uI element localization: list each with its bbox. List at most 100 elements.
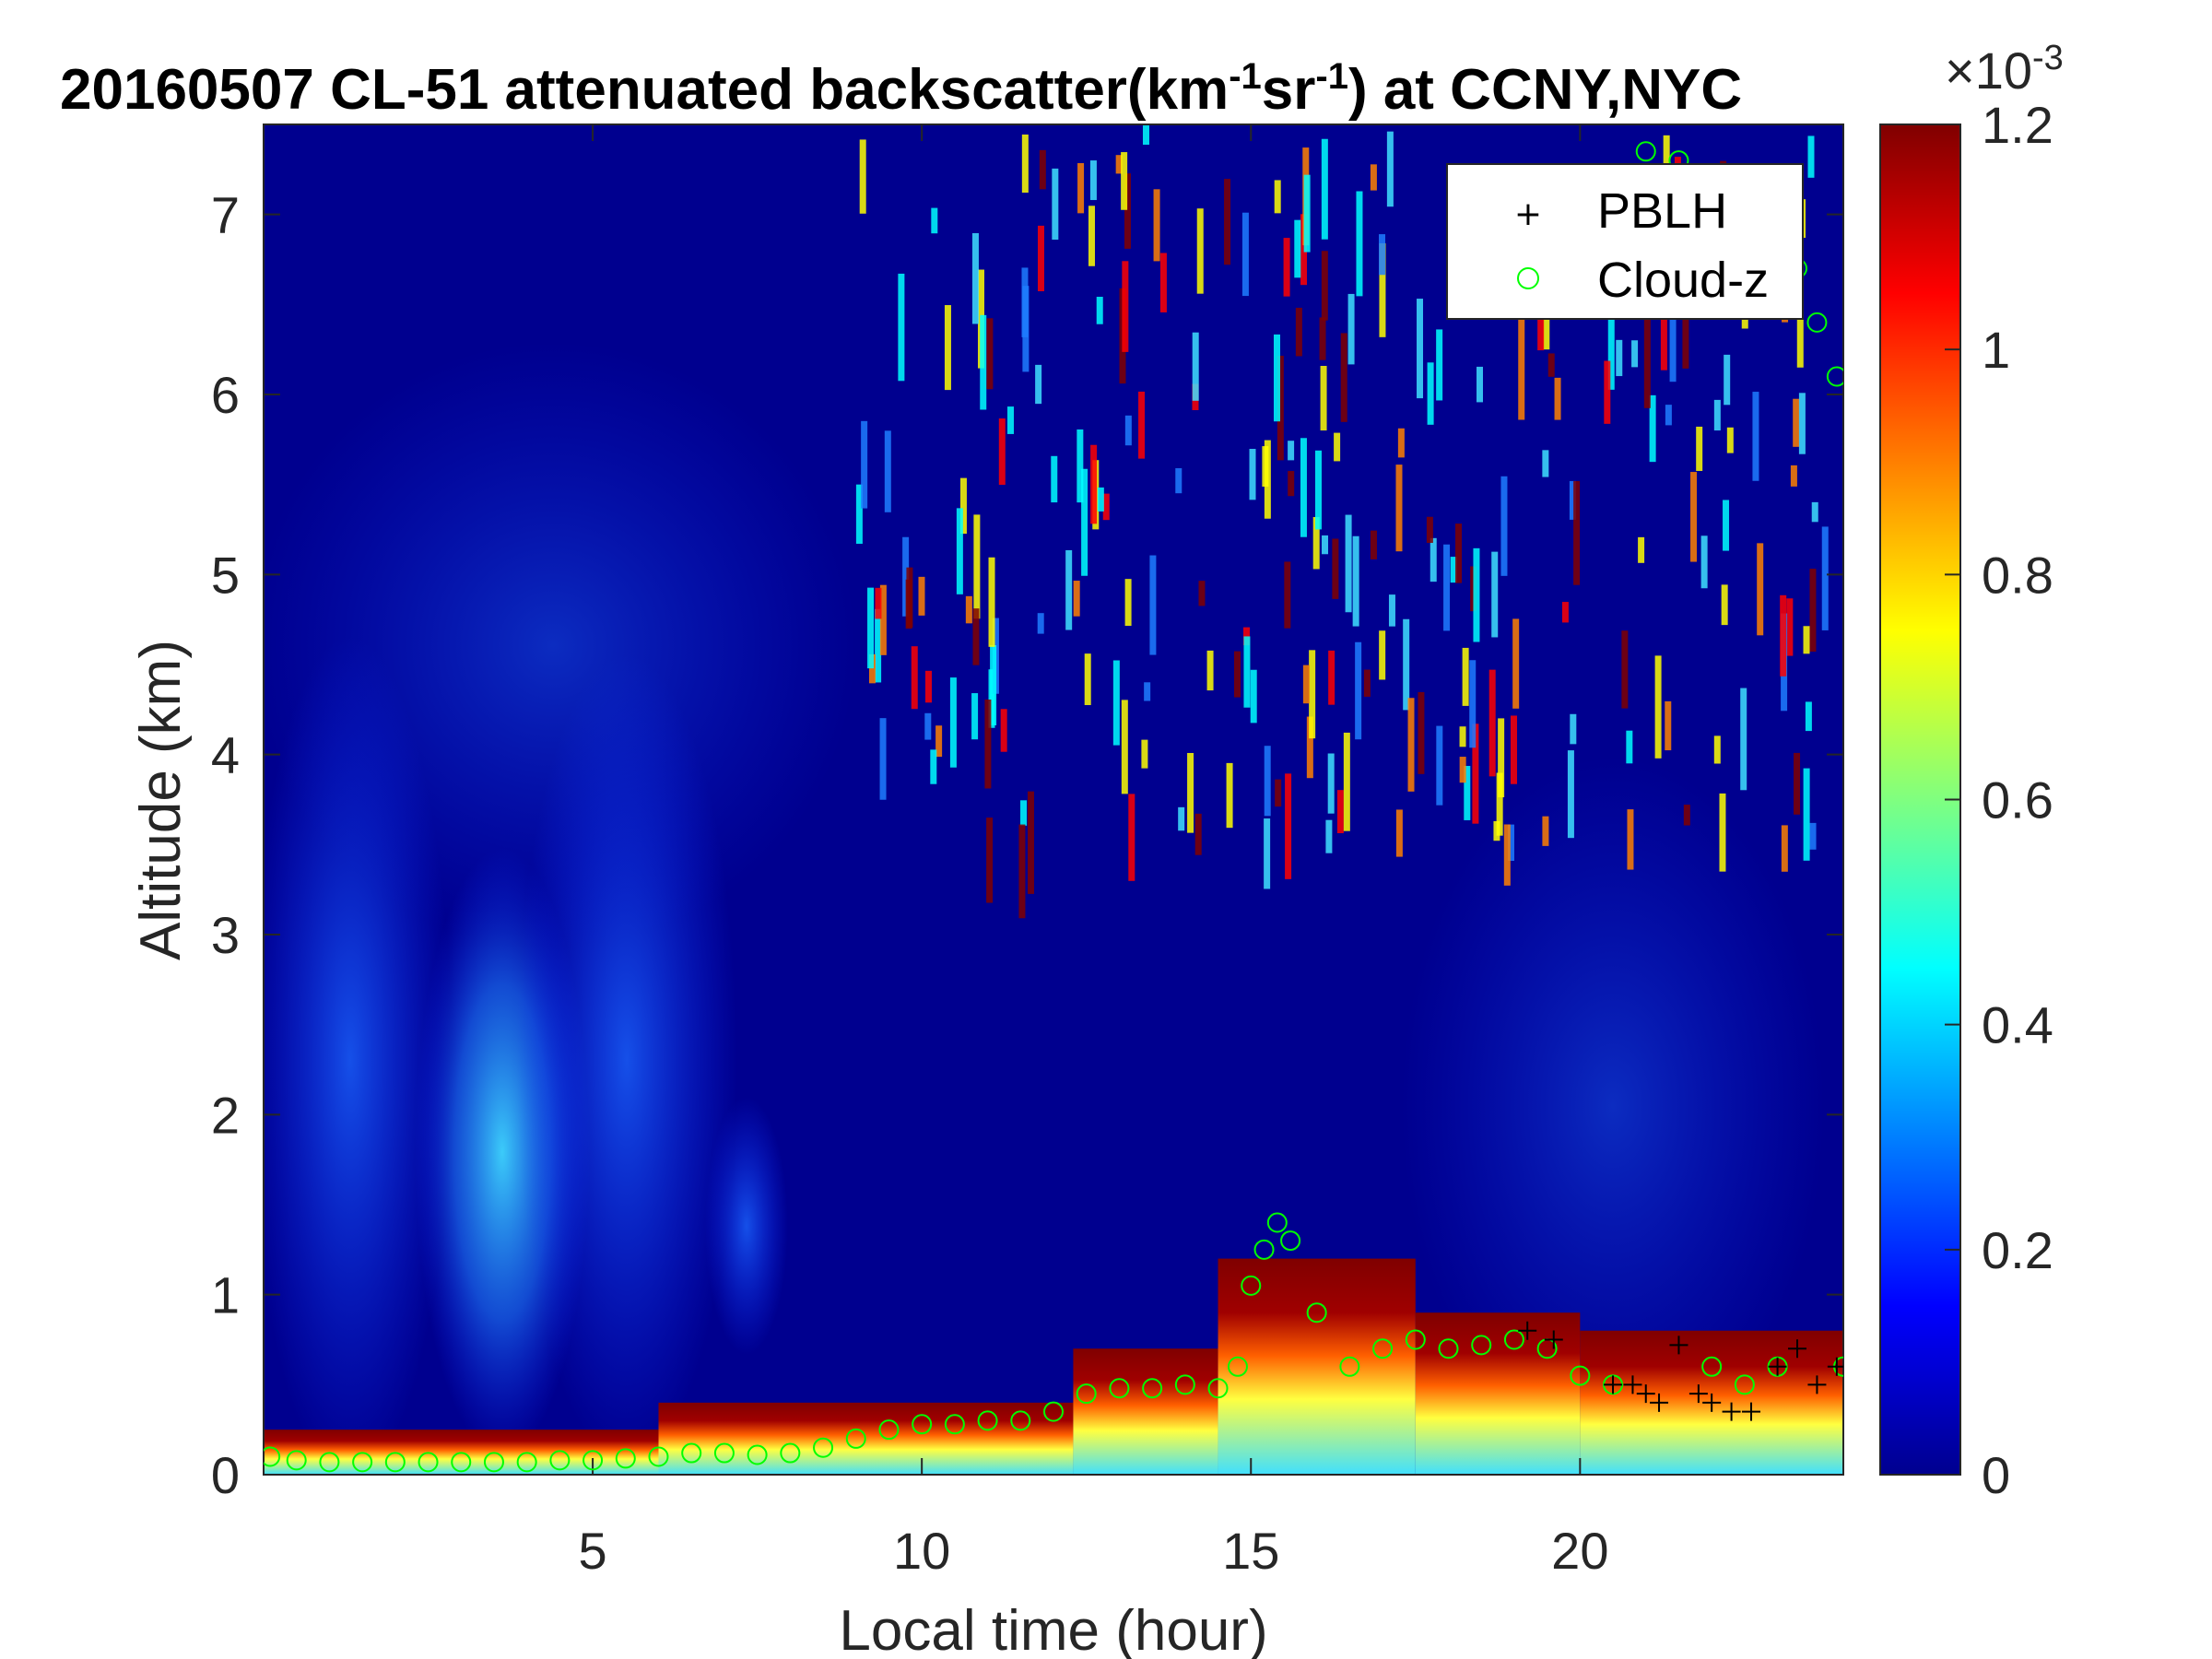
cloud-streak bbox=[1542, 450, 1549, 477]
x-tick-label: 15 bbox=[1222, 1522, 1279, 1580]
pblh-point bbox=[1623, 1375, 1642, 1394]
cloud-z-point bbox=[845, 1428, 866, 1449]
cloud-streak bbox=[1455, 524, 1463, 583]
cloud-streak bbox=[1153, 189, 1160, 262]
cloud-streak bbox=[1498, 718, 1505, 798]
cloud-streak bbox=[1321, 138, 1328, 240]
cloud-streak bbox=[1719, 793, 1726, 872]
cloud-streak bbox=[1088, 206, 1095, 266]
cloud-streak bbox=[875, 608, 882, 683]
cloud-streak bbox=[898, 273, 905, 382]
cloud-streak bbox=[1233, 651, 1241, 698]
colorbar-multiplier-base: ×10 bbox=[1945, 41, 2032, 100]
cloud-streak bbox=[1757, 543, 1764, 636]
cloud-streak bbox=[1321, 251, 1328, 321]
cloud-streak bbox=[1477, 366, 1484, 403]
cloud-streak bbox=[1144, 682, 1151, 701]
cloud-streak bbox=[1573, 481, 1581, 585]
markers bbox=[264, 141, 1843, 1473]
cloud-streak bbox=[1294, 219, 1301, 278]
cloud-streak bbox=[1327, 753, 1335, 814]
cloud-streak bbox=[1288, 441, 1295, 461]
title-sup1: -1 bbox=[1229, 56, 1262, 97]
title-mid: sr bbox=[1262, 58, 1316, 122]
cloud-streak bbox=[1102, 493, 1110, 521]
cloud-streak bbox=[1284, 561, 1291, 629]
cloud-streak bbox=[1037, 613, 1044, 634]
cloud-streak bbox=[1510, 715, 1517, 784]
cloud-streak bbox=[1807, 135, 1815, 178]
cloud-streak bbox=[1128, 794, 1135, 881]
cloud-streak bbox=[924, 712, 932, 740]
cloud-streak bbox=[1638, 536, 1645, 563]
cloud-z-point bbox=[878, 1419, 900, 1441]
plot-frame bbox=[263, 124, 1844, 1476]
cloud-streak bbox=[1035, 364, 1042, 405]
chart-title: 20160507 CL-51 attenuated backscatter(km… bbox=[60, 56, 1742, 122]
cloud-streak bbox=[1345, 514, 1352, 613]
cloud-streak bbox=[1700, 535, 1708, 589]
cloud-streak bbox=[949, 677, 957, 768]
cloud-streak bbox=[1309, 650, 1316, 739]
cloud-streak bbox=[1295, 307, 1302, 357]
cloud-streak bbox=[1332, 538, 1339, 599]
cloud-streak bbox=[1503, 824, 1511, 886]
cloud-streak bbox=[1175, 468, 1182, 494]
cloud-streak bbox=[1141, 739, 1148, 769]
cloud-streak bbox=[1121, 700, 1128, 794]
cloud-streak bbox=[1081, 468, 1088, 576]
cloud-streak bbox=[1112, 660, 1120, 746]
colorbar-ticks: 0 0.2 0.4 0.6 0.8 1 1.2 bbox=[1945, 96, 2053, 1504]
colorbar-tick-label: 0.2 bbox=[1982, 1221, 2053, 1279]
cloud-streak bbox=[884, 430, 891, 512]
cloud-streak bbox=[1459, 726, 1466, 747]
cloud-streak bbox=[1274, 334, 1281, 422]
pblh-point bbox=[1669, 1335, 1688, 1355]
heatmap-texture bbox=[264, 341, 1825, 1475]
cloud-z-point bbox=[944, 1414, 965, 1435]
cloud-streak bbox=[1793, 398, 1800, 447]
y-axis-label: Altitude (km) bbox=[129, 640, 193, 960]
aerosol-haze-upper bbox=[264, 341, 857, 949]
y-tick-label: 2 bbox=[211, 1086, 240, 1144]
cloud-streak bbox=[1604, 360, 1611, 424]
x-tick-label: 5 bbox=[579, 1522, 607, 1580]
cloud-streak bbox=[1124, 579, 1132, 627]
cloud-streak bbox=[980, 314, 987, 410]
pblh-point bbox=[1688, 1384, 1708, 1404]
cloud-streak bbox=[1124, 415, 1132, 446]
cloud-streak bbox=[1436, 725, 1443, 806]
cloud-streak bbox=[1206, 650, 1214, 691]
cloud-streak bbox=[1821, 526, 1829, 630]
cloud-streak bbox=[1508, 824, 1515, 862]
cloud-streak bbox=[855, 484, 863, 544]
cloud-z-point bbox=[516, 1452, 537, 1473]
cloud-z-point bbox=[1806, 312, 1828, 333]
cloud-z-point bbox=[1266, 1212, 1288, 1233]
cloud-streak bbox=[1242, 627, 1250, 646]
cloud-streak bbox=[861, 420, 868, 509]
cloud-streak bbox=[1196, 208, 1204, 294]
y-tick-label: 0 bbox=[211, 1446, 240, 1504]
aerosol-haze-late bbox=[1401, 756, 1825, 1456]
cloud-z-point bbox=[713, 1442, 735, 1464]
cloud-streak bbox=[1322, 535, 1329, 555]
cloud-streak bbox=[1073, 581, 1080, 617]
cloud-z-point bbox=[1010, 1410, 1031, 1431]
heatmap-plot bbox=[264, 124, 1843, 1475]
legend-pblh-label: PBLH bbox=[1597, 183, 1727, 239]
colorbar-tick-label: 0.8 bbox=[1982, 546, 2053, 604]
cloud-streak bbox=[1696, 426, 1703, 471]
pblh-point bbox=[1722, 1402, 1741, 1421]
cloud-streak bbox=[1355, 641, 1362, 740]
cloud-streak bbox=[1723, 500, 1730, 551]
cloud-streak bbox=[1089, 160, 1097, 201]
cloud-streak bbox=[1450, 557, 1457, 583]
cloud-streak bbox=[1726, 427, 1734, 453]
cloud-z-point bbox=[1142, 1378, 1163, 1399]
cloud-streak bbox=[868, 653, 876, 684]
cloud-streak bbox=[1537, 289, 1545, 351]
cloud-streak bbox=[1378, 234, 1385, 276]
cloud-streak bbox=[1343, 732, 1350, 831]
cloud-streak bbox=[956, 508, 963, 594]
